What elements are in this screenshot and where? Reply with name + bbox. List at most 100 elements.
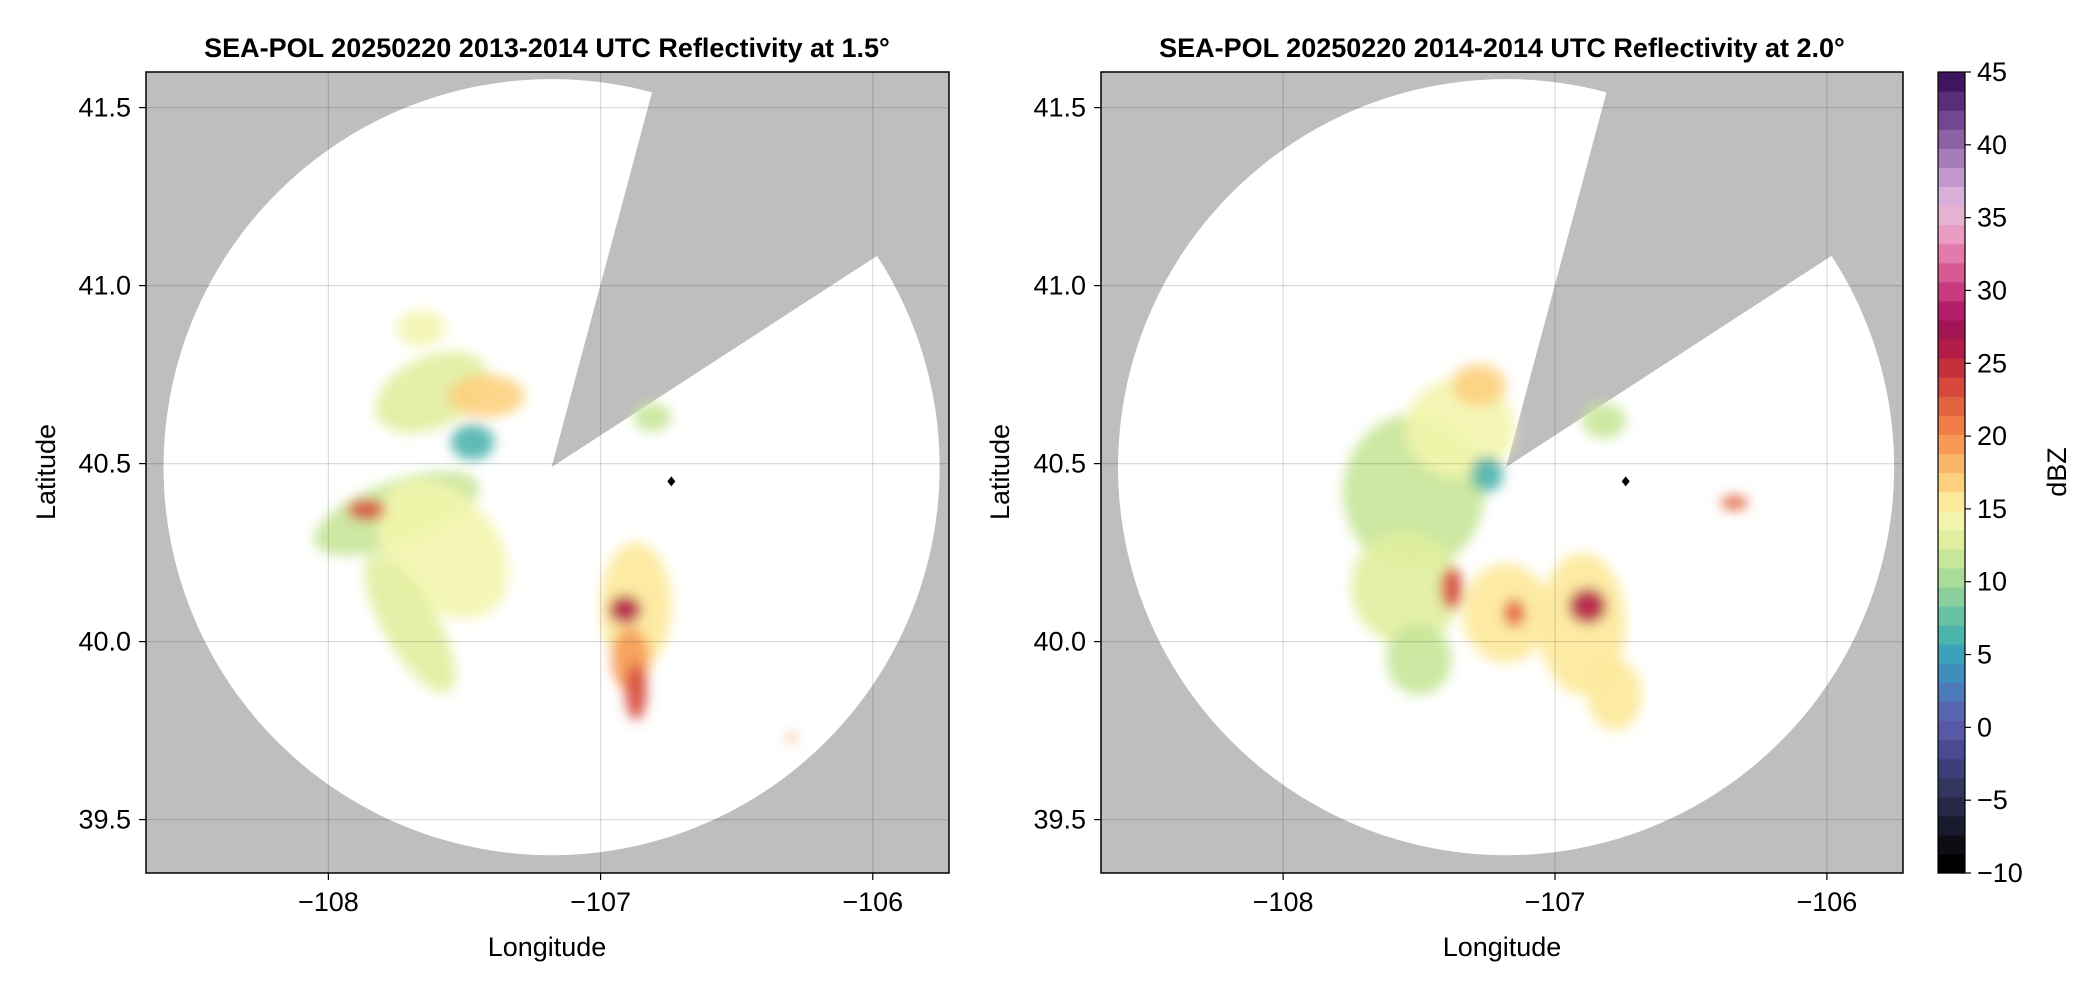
y-tick-label: 39.5 (78, 805, 131, 835)
colorbar-swatch-12 (1938, 625, 1965, 645)
colorbar-swatch-2 (1938, 815, 1965, 836)
echo-cell-3 (347, 499, 386, 521)
colorbar-swatch-4 (1938, 777, 1965, 798)
y-axis-left: 39.5 40.0 40.5 41.0 41.5 (78, 93, 146, 835)
x-tick-label: −106 (842, 887, 903, 917)
colorbar-tick-label: 40 (1977, 130, 2007, 160)
echo-cell-9 (608, 595, 642, 624)
echo-cell-11 (1470, 456, 1504, 493)
x-tick-label: −107 (570, 887, 631, 917)
colorbar-swatch-29 (1938, 300, 1965, 321)
colorbar-swatch-6 (1938, 739, 1965, 760)
reflectivity-echoes-left (313, 310, 797, 742)
colorbar-swatch-41 (1938, 72, 1965, 92)
x-axis-label-left: Longitude (488, 932, 607, 962)
colorbar-swatch-0 (1938, 853, 1965, 874)
colorbar-swatch-3 (1938, 796, 1965, 817)
colorbar-tick-label: −5 (1977, 785, 2008, 815)
colorbar-swatch-17 (1938, 529, 1965, 550)
y-axis-right: 39.5 40.0 40.5 41.0 41.5 (1033, 93, 1101, 835)
colorbar-swatch-9 (1938, 682, 1965, 702)
echo-cell-7 (1440, 566, 1463, 610)
x-tick-label: −106 (1796, 887, 1857, 917)
colorbar-label: dBZ (2042, 447, 2072, 497)
panel-right: SEA-POL 20250220 2014-2014 UTC Reflectiv… (985, 33, 1904, 962)
colorbar-tick-label: 10 (1977, 567, 2007, 597)
plot-area-right (1101, 72, 1903, 873)
echo-cell-12 (633, 403, 672, 432)
echo-cell-8 (1503, 598, 1526, 628)
y-axis-label-right: Latitude (985, 424, 1015, 520)
colorbar: 45 40 35 30 25 20 15 10 5 0 −5 −10 dBZ (1937, 57, 2072, 888)
y-tick-label: 41.5 (1033, 93, 1086, 123)
colorbar-swatch-32 (1938, 243, 1965, 264)
colorbar-swatch-31 (1938, 262, 1965, 283)
colorbar-tick-label: 5 (1977, 640, 1992, 670)
echo-cell-2 (1350, 531, 1461, 645)
grid-right (1101, 72, 1903, 873)
x-tick-label: −108 (298, 887, 359, 917)
y-tick-label: 40.0 (1033, 627, 1086, 657)
chart-title-right: SEA-POL 20250220 2014-2014 UTC Reflectiv… (1159, 33, 1845, 63)
colorbar-swatch-11 (1938, 644, 1965, 664)
echo-cell-5 (1538, 552, 1626, 695)
colorbar-swatch-1 (1938, 834, 1965, 855)
colorbar-swatch-24 (1938, 396, 1965, 416)
plot-frame-right (1100, 71, 1904, 874)
colorbar-swatch-23 (1938, 415, 1965, 435)
colorbar-tick-label: −10 (1977, 858, 2023, 888)
echo-cell-2 (364, 554, 456, 693)
y-tick-label: 39.5 (1033, 805, 1086, 835)
colorbar-swatches (1938, 72, 1965, 874)
colorbar-swatch-35 (1938, 186, 1965, 207)
colorbar-swatch-13 (1938, 606, 1965, 626)
x-axis-label-right: Longitude (1443, 932, 1562, 962)
echo-cell-11 (625, 662, 647, 720)
colorbar-swatch-19 (1938, 491, 1965, 512)
echo-cell-7 (396, 310, 446, 347)
echo-cell-6 (450, 424, 495, 461)
y-tick-label: 41.5 (78, 93, 131, 123)
colorbar-swatch-39 (1938, 110, 1965, 130)
colorbar-swatch-33 (1938, 224, 1965, 245)
echo-cell-13 (785, 734, 797, 742)
x-axis-left: −108 −107 −106 (298, 873, 903, 917)
colorbar-tick-label: 25 (1977, 348, 2007, 378)
colorbar-swatch-7 (1938, 720, 1965, 741)
colorbar-tick-label: 30 (1977, 275, 2007, 305)
colorbar-swatch-20 (1938, 472, 1965, 493)
colorbar-swatch-22 (1938, 434, 1965, 455)
x-tick-label: −107 (1525, 887, 1586, 917)
colorbar-swatch-16 (1938, 548, 1965, 569)
colorbar-swatch-14 (1938, 586, 1965, 607)
echo-cell-5 (448, 374, 525, 418)
y-axis-label-left: Latitude (31, 424, 61, 520)
colorbar-tick-label: 0 (1977, 712, 1992, 742)
colorbar-swatch-10 (1938, 663, 1965, 683)
colorbar-swatch-8 (1938, 701, 1965, 722)
colorbar-swatch-27 (1938, 339, 1965, 359)
echo-cell-13 (1720, 495, 1749, 510)
reflectivity-echoes-right (1342, 363, 1749, 731)
colorbar-swatch-28 (1938, 319, 1965, 340)
y-tick-label: 41.0 (78, 271, 131, 301)
radar-coverage-left (163, 79, 940, 856)
echo-cell-4 (375, 351, 489, 434)
x-axis-right: −108 −107 −106 (1253, 873, 1857, 917)
colorbar-swatch-34 (1938, 205, 1965, 226)
colorbar-swatch-36 (1938, 167, 1965, 188)
panel-left: SEA-POL 20250220 2013-2014 UTC Reflectiv… (31, 33, 950, 962)
echo-cell-6 (1568, 588, 1607, 624)
y-tick-label: 41.0 (1033, 271, 1086, 301)
site-marker-left (667, 476, 676, 487)
echo-cell-9 (1587, 659, 1643, 731)
echo-cell-12 (1582, 403, 1626, 439)
colorbar-swatch-21 (1938, 453, 1965, 474)
colorbar-frame (1937, 71, 1966, 874)
plot-frame-left (145, 71, 950, 874)
radar-coverage-right (1118, 79, 1895, 856)
y-tick-label: 40.0 (78, 627, 131, 657)
colorbar-swatch-18 (1938, 510, 1965, 531)
colorbar-swatch-30 (1938, 281, 1965, 302)
